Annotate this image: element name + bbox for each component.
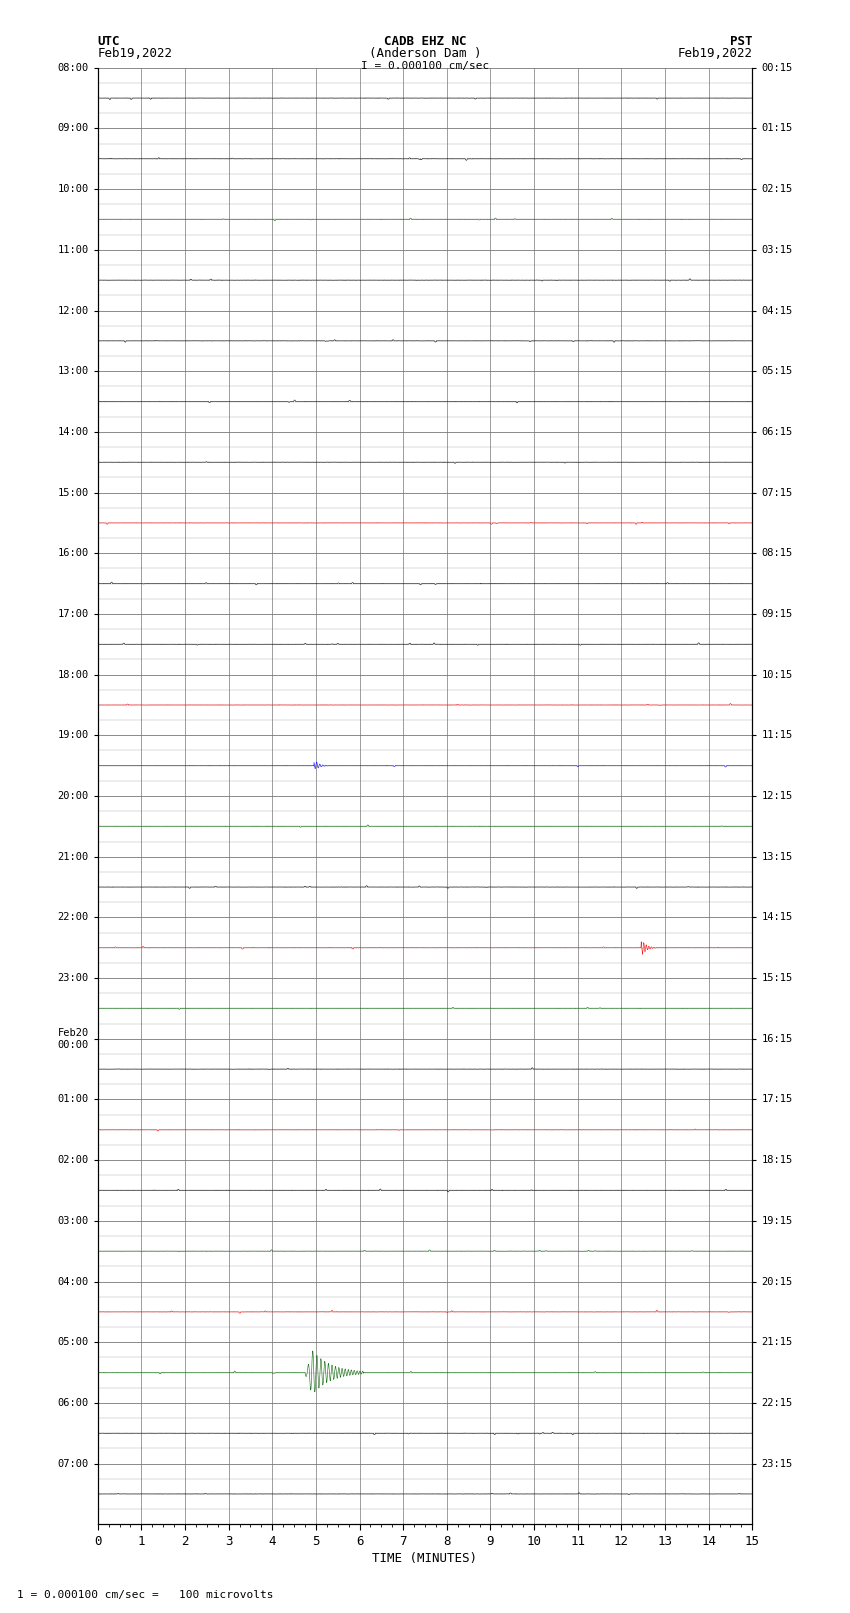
- Text: 1 = 0.000100 cm/sec =   100 microvolts: 1 = 0.000100 cm/sec = 100 microvolts: [17, 1590, 274, 1600]
- Text: I = 0.000100 cm/sec: I = 0.000100 cm/sec: [361, 61, 489, 71]
- Text: CADB EHZ NC: CADB EHZ NC: [383, 35, 467, 48]
- Text: (Anderson Dam ): (Anderson Dam ): [369, 47, 481, 60]
- Text: Feb19,2022: Feb19,2022: [677, 47, 752, 60]
- Text: Feb19,2022: Feb19,2022: [98, 47, 173, 60]
- Text: PST: PST: [730, 35, 752, 48]
- X-axis label: TIME (MINUTES): TIME (MINUTES): [372, 1552, 478, 1565]
- Text: UTC: UTC: [98, 35, 120, 48]
